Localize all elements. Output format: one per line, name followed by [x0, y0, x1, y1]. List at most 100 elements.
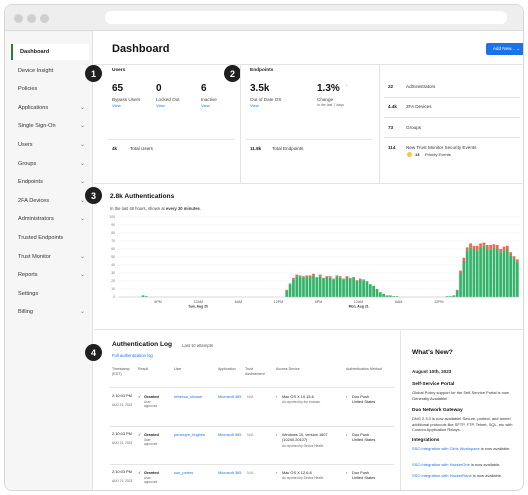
chart-bar-series-1[interactable]: [345, 276, 349, 277]
chart-bar-series-1[interactable]: [512, 256, 516, 259]
column-header-auth-method[interactable]: Authentication Method: [346, 367, 382, 371]
sidebar-item-reports[interactable]: Reports ⌄: [11, 267, 89, 283]
row-user-link[interactable]: rebecca_shower: [174, 394, 203, 399]
chart-bar-series-1[interactable]: [475, 245, 479, 251]
column-header-timestamp[interactable]: Timestamp (EDT): [112, 367, 130, 376]
chart-bar-series-0[interactable]: [489, 249, 492, 297]
row-app-link[interactable]: Microsoft 365: [218, 432, 242, 437]
chart-bar-series-1[interactable]: [288, 283, 292, 285]
sidebar-item-trust-monitor[interactable]: Trust Monitor ⌄: [11, 249, 89, 265]
chart-bar-series-0[interactable]: [388, 295, 392, 297]
sidebar-item-2fa-devices[interactable]: 2FA Devices ⌄: [11, 193, 89, 209]
sidebar-item-dashboard[interactable]: Dashboard: [11, 44, 89, 60]
chart-bar-series-0[interactable]: [288, 284, 292, 297]
address-bar[interactable]: [105, 11, 507, 24]
chart-bar-series-0[interactable]: [485, 249, 489, 297]
chart-bar-series-0[interactable]: [385, 295, 389, 297]
column-header-user[interactable]: User: [174, 367, 182, 371]
chevron-right-icon[interactable]: ›: [346, 394, 348, 399]
chevron-right-icon[interactable]: ›: [276, 470, 278, 475]
chart-bar-series-0[interactable]: [355, 281, 359, 297]
chart-bar-series-1[interactable]: [322, 277, 325, 279]
chart-bar-series-1[interactable]: [495, 245, 499, 249]
chart-bar-series-1[interactable]: [325, 276, 329, 277]
chart-bar-series-0[interactable]: [141, 295, 145, 297]
chart-bar-series-1[interactable]: [502, 246, 506, 251]
chart-bar-series-0[interactable]: [318, 276, 322, 297]
chart-bar-series-0[interactable]: [475, 250, 479, 297]
chart-bar-series-0[interactable]: [145, 296, 148, 297]
chart-bar-series-1[interactable]: [335, 275, 339, 277]
chart-bar-series-0[interactable]: [482, 245, 486, 297]
chevron-right-icon[interactable]: ›: [346, 470, 348, 475]
chevron-right-icon[interactable]: ›: [276, 432, 278, 437]
trust-monitor-label[interactable]: New Trust Monitor Security Events: [406, 145, 477, 150]
2fa-devices-label[interactable]: 2FA Devices: [406, 104, 432, 109]
sidebar-item-device-insight[interactable]: Device Insight: [11, 63, 89, 79]
chart-bar-series-1[interactable]: [298, 275, 302, 277]
chart-bar-series-1[interactable]: [472, 245, 476, 249]
column-header-access-device[interactable]: Access Device: [276, 367, 300, 371]
chart-bar-series-1[interactable]: [462, 257, 466, 261]
sidebar-item-groups[interactable]: Groups ⌄: [11, 156, 89, 172]
chart-bar-series-1[interactable]: [455, 289, 459, 291]
full-auth-log-link[interactable]: Full authentication log: [112, 353, 153, 358]
chart-bar-series-1[interactable]: [509, 252, 513, 256]
chart-bar-series-1[interactable]: [308, 275, 312, 277]
chart-bar-series-1[interactable]: [362, 279, 365, 281]
chart-bar-series-0[interactable]: [292, 279, 295, 297]
chart-bar-series-0[interactable]: [505, 249, 509, 297]
window-minimize-dot[interactable]: [27, 14, 36, 23]
bypass-users-view-link[interactable]: View: [112, 103, 121, 108]
chart-bar-series-0[interactable]: [512, 258, 516, 297]
chart-bar-series-1[interactable]: [482, 242, 486, 246]
add-new-button[interactable]: Add New... ⌄: [486, 43, 523, 55]
chart-bar-series-0[interactable]: [335, 276, 339, 297]
sidebar-item-endpoints[interactable]: Endpoints ⌄: [11, 174, 89, 190]
chart-bar-series-0[interactable]: [392, 296, 396, 297]
chart-bar-series-0[interactable]: [368, 284, 372, 297]
groups-label[interactable]: Groups: [406, 125, 422, 130]
chart-bar-series-1[interactable]: [342, 278, 345, 280]
chart-bar-series-0[interactable]: [515, 261, 519, 297]
sidebar-item-users[interactable]: Users ⌄: [11, 137, 89, 153]
sidebar-item-administrators[interactable]: Administrators ⌄: [11, 211, 89, 227]
chart-bar-series-0[interactable]: [395, 296, 399, 297]
chart-bar-series-0[interactable]: [308, 277, 312, 297]
chart-bar-series-1[interactable]: [485, 245, 489, 249]
hackerone-link[interactable]: SSO integration with HackerOne: [412, 462, 470, 467]
chart-bar-series-1[interactable]: [499, 249, 502, 253]
chart-bar-series-0[interactable]: [495, 249, 499, 297]
chevron-right-icon[interactable]: ›: [276, 394, 278, 399]
hackerrank-link[interactable]: SSO integration with HackerRank: [412, 473, 472, 478]
chart-bar-series-0[interactable]: [378, 292, 382, 297]
chart-bar-series-1[interactable]: [312, 273, 315, 276]
sidebar-item-policies[interactable]: Policies: [11, 81, 89, 97]
chart-bar-series-0[interactable]: [472, 249, 476, 297]
chart-bar-series-0[interactable]: [445, 296, 449, 297]
chart-bar-series-1[interactable]: [358, 278, 362, 280]
window-close-dot[interactable]: [14, 14, 23, 23]
chart-bar-series-1[interactable]: [285, 289, 289, 291]
chart-bar-series-1[interactable]: [352, 277, 355, 278]
chart-bar-series-0[interactable]: [322, 278, 325, 297]
chart-bar-series-0[interactable]: [382, 293, 386, 297]
chart-bar-series-1[interactable]: [315, 277, 319, 278]
chart-bar-series-0[interactable]: [342, 279, 345, 297]
chart-bar-series-1[interactable]: [328, 276, 332, 278]
chart-bar-series-0[interactable]: [499, 252, 502, 297]
chart-bar-series-0[interactable]: [302, 277, 305, 297]
chart-bar-series-1[interactable]: [492, 244, 496, 248]
chart-bar-series-0[interactable]: [365, 281, 369, 297]
chart-bar-series-0[interactable]: [315, 277, 319, 297]
chart-bar-series-0[interactable]: [345, 277, 349, 297]
chart-bar-series-0[interactable]: [452, 295, 456, 297]
chart-bar-series-0[interactable]: [449, 296, 452, 297]
chart-bar-series-1[interactable]: [305, 275, 309, 277]
chevron-right-icon[interactable]: ›: [346, 432, 348, 437]
column-header-application[interactable]: Application: [218, 367, 236, 371]
sidebar-item-trusted-endpoints[interactable]: Trusted Endpoints: [11, 230, 89, 246]
chart-bar-series-1[interactable]: [515, 259, 519, 262]
chart-bar-series-1[interactable]: [489, 245, 492, 250]
chart-bar-series-0[interactable]: [455, 290, 459, 297]
